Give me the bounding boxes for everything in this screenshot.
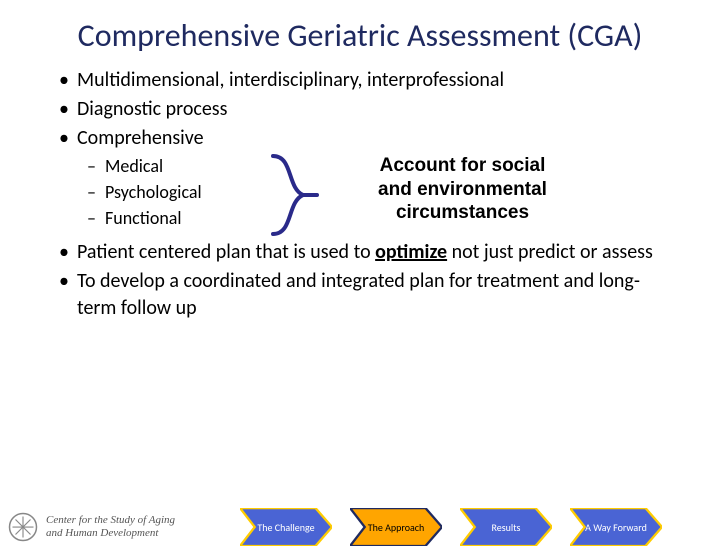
brace-icon: [265, 150, 325, 240]
bullet-item: To develop a coordinated and integrated …: [55, 268, 675, 322]
nav-label: A Way Forward: [577, 522, 655, 533]
emphasis-word: optimize: [375, 240, 447, 264]
text: not just predict or assess: [447, 240, 653, 264]
nav-chevron-results[interactable]: Results: [460, 508, 552, 546]
org-name-line: and Human Development: [46, 527, 175, 540]
nav-chevron-challenge[interactable]: The Challenge: [240, 508, 332, 546]
sub-block: Medical Psychological Functional Account…: [55, 154, 675, 231]
bullet-item: Diagnostic process: [55, 96, 675, 123]
callout-line: circumstances: [396, 202, 529, 223]
nav-label: The Approach: [360, 522, 433, 533]
nav-label: The Challenge: [249, 522, 322, 533]
bullet-item: Multidimensional, interdisciplinary, int…: [55, 67, 675, 94]
org-name: Center for the Study of Aging and Human …: [46, 514, 175, 539]
nav-chevron-forward[interactable]: A Way Forward: [570, 508, 662, 546]
slide-title: Comprehensive Geriatric Assessment (CGA): [40, 18, 680, 55]
org-block: Center for the Study of Aging and Human …: [0, 512, 230, 542]
org-name-line: Center for the Study of Aging: [46, 514, 175, 527]
bullet-item: Comprehensive: [55, 125, 675, 152]
nav-chevrons: The Challenge The Approach Results A Way…: [240, 508, 720, 546]
nav-label: Results: [484, 522, 529, 533]
nav-chevron-approach[interactable]: The Approach: [350, 508, 442, 546]
callout-line: Account for social: [380, 155, 546, 176]
slide-content: Multidimensional, interdisciplinary, int…: [0, 67, 720, 322]
footer: Center for the Study of Aging and Human …: [0, 496, 720, 558]
bullet-list-bottom: Patient centered plan that is used to op…: [55, 239, 675, 322]
bullet-list-top: Multidimensional, interdisciplinary, int…: [55, 67, 675, 152]
brace-svg: [265, 150, 325, 240]
bullet-item: Patient centered plan that is used to op…: [55, 239, 675, 266]
callout-line: and environmental: [378, 179, 547, 200]
callout-text: Account for social and environmental cir…: [335, 154, 590, 225]
org-logo-icon: [8, 512, 38, 542]
text: Patient centered plan that is used to: [77, 240, 375, 264]
